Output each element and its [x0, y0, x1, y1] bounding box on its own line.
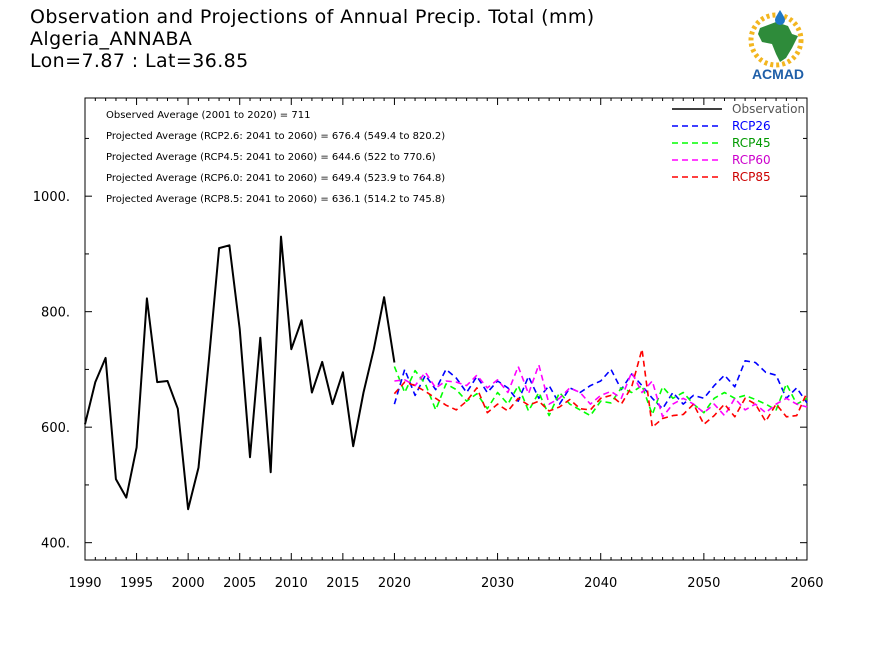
legend-label: RCP60	[732, 153, 771, 167]
x-axis: 1990 1995 2000 2005 2010 2015 2020 2030 2040 2050…	[68, 98, 824, 591]
stats-line: Projected Average (RCP8.5: 2041 to 2060)…	[106, 194, 445, 205]
series-line-rcp60	[394, 363, 808, 418]
legend-label: Observation	[732, 102, 805, 116]
africa-map-rain-icon	[748, 10, 804, 68]
x-tick-label: 2050	[687, 576, 720, 591]
stats-box: Observed Average (2001 to 2020) = 711 Pro…	[106, 110, 445, 205]
y-axis: 400. 600. 800. 1000.	[33, 137, 807, 552]
stats-line: Projected Average (RCP2.6: 2041 to 2060)…	[106, 131, 445, 142]
series-line-observation	[84, 235, 396, 511]
x-tick-label: 2030	[481, 576, 514, 591]
stats-line: Observed Average (2001 to 2020) = 711	[106, 110, 310, 121]
series-line-rcp85	[393, 348, 808, 429]
legend: Observation RCP26 RCP45 RCP60 RCP85	[672, 102, 805, 184]
legend-label: RCP26	[732, 119, 771, 133]
x-tick-label: 2015	[326, 576, 359, 591]
y-tick-label: 600.	[41, 421, 70, 436]
x-tick-label: 2010	[275, 576, 308, 591]
coordinates-label: Lon=7.87 : Lat=36.85	[30, 50, 249, 72]
x-tick-label: 1995	[120, 576, 153, 591]
y-tick-label: 800.	[41, 306, 70, 321]
acmad-logo: ACMAD	[748, 10, 804, 82]
logo-text: ACMAD	[752, 66, 804, 82]
x-tick-label: 2060	[790, 576, 823, 591]
y-tick-label: 400.	[41, 537, 70, 552]
y-tick-label: 1000.	[33, 190, 70, 205]
chart-title: Observation and Projections of Annual Pr…	[30, 6, 595, 28]
series-layer	[84, 235, 808, 511]
stats-line: Projected Average (RCP6.0: 2041 to 2060)…	[106, 173, 445, 184]
stats-line: Projected Average (RCP4.5: 2041 to 2060)…	[106, 152, 436, 163]
series-line-rcp45	[393, 366, 808, 417]
x-tick-label: 2000	[172, 576, 205, 591]
x-tick-label: 2005	[223, 576, 256, 591]
series-line-rcp26	[393, 359, 808, 410]
legend-label: RCP85	[732, 170, 771, 184]
title-block: Observation and Projections of Annual Pr…	[30, 6, 595, 72]
x-tick-label: 2020	[378, 576, 411, 591]
x-tick-label: 1990	[68, 576, 101, 591]
legend-label: RCP45	[732, 136, 771, 150]
location-label: Algeria_ANNABA	[30, 28, 193, 50]
x-tick-label: 2040	[584, 576, 617, 591]
